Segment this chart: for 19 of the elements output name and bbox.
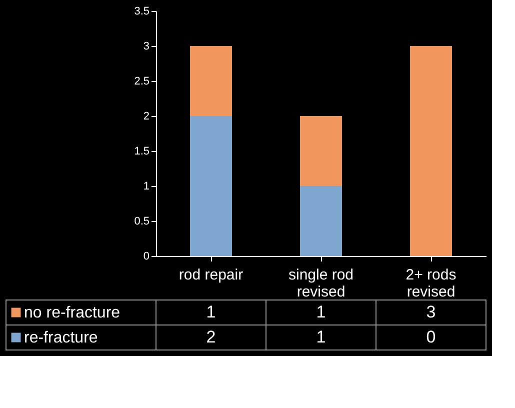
y-tick-label: 1.5 bbox=[134, 146, 150, 158]
x-tick-label: 2+ rods revised bbox=[406, 266, 456, 300]
data-label: 3 bbox=[426, 302, 436, 322]
y-tick-label: 3.5 bbox=[134, 6, 150, 18]
legend-label: re-fracture bbox=[24, 330, 98, 346]
data-label: 1 bbox=[316, 302, 326, 322]
data-label: 0 bbox=[426, 328, 436, 346]
y-tick-label: 0 bbox=[143, 250, 150, 262]
data-label: 1 bbox=[316, 328, 326, 346]
data-label: 2 bbox=[206, 328, 216, 346]
data-label: 1 bbox=[206, 302, 216, 322]
x-tick-label: rod repair bbox=[178, 266, 244, 284]
y-tick-label: 0.5 bbox=[134, 216, 150, 228]
legend-label: no re-fracture bbox=[24, 304, 120, 322]
y-tick-label: 1 bbox=[143, 180, 150, 192]
y-tick-label: 2 bbox=[143, 110, 150, 122]
y-tick-label: 3 bbox=[143, 40, 150, 52]
x-tick-label: single rod revised bbox=[288, 266, 354, 300]
y-tick-label: 2.5 bbox=[134, 76, 150, 88]
